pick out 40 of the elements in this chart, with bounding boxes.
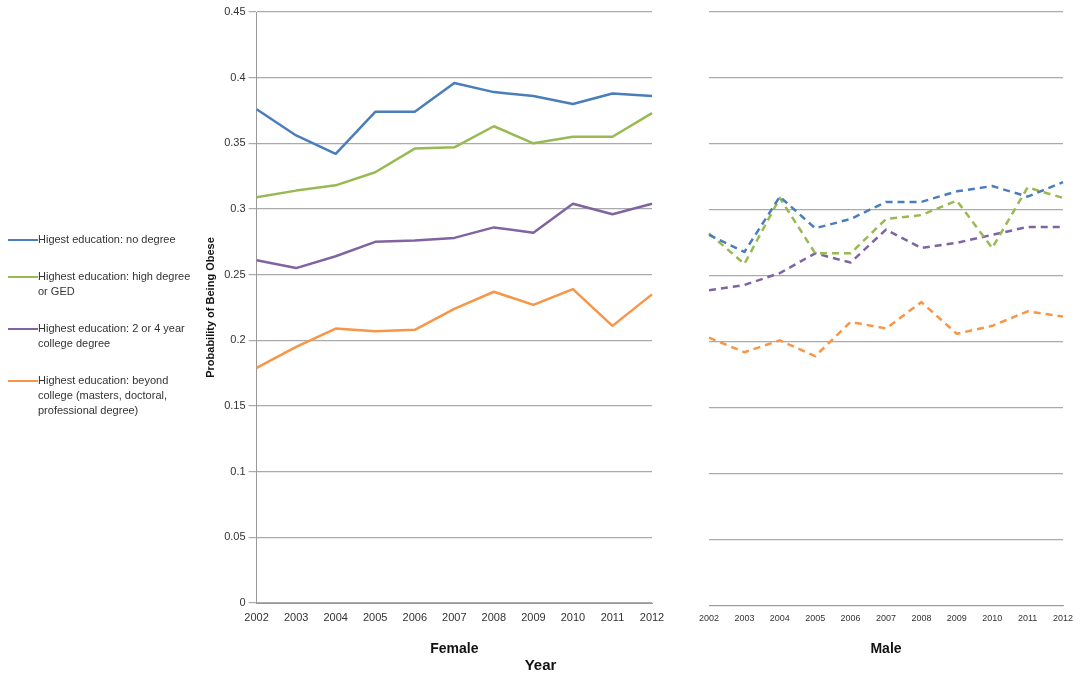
legend-label: Higest education: no degree xyxy=(38,232,176,247)
x-tick-label: 2011 xyxy=(600,610,625,623)
y-tick-label: 0.25 xyxy=(224,267,246,280)
y-tick-label: 0.35 xyxy=(224,136,246,149)
y-tick-label: 0.2 xyxy=(230,333,246,346)
x-tick-label: 2011 xyxy=(1017,613,1038,624)
x-tick-label: 2003 xyxy=(734,613,755,624)
y-tick-label: 0.45 xyxy=(224,5,246,18)
y-tick-label: 0.3 xyxy=(230,202,246,215)
x-tick-label: 2007 xyxy=(875,613,897,624)
y-tick-label: 0.05 xyxy=(224,530,246,543)
y-tick-label: 0.4 xyxy=(230,70,246,83)
text: Year xyxy=(523,656,558,673)
x-tick-label: 2012 xyxy=(639,610,665,623)
x-tick-label: 2003 xyxy=(283,610,309,623)
legend-label: Highest education: beyond college (masters, doctoral, professional degree) xyxy=(38,373,170,418)
x-tick-label: 2009 xyxy=(521,610,546,623)
x-tick-label: 2002 xyxy=(244,610,269,623)
x-tick-label: 2012 xyxy=(1052,613,1074,624)
x-tick-label: 2005 xyxy=(362,610,388,623)
y-tick-label: 0 xyxy=(239,596,246,609)
x-tick-label: 2010 xyxy=(982,613,1003,624)
x-tick-label: 2005 xyxy=(805,613,826,624)
x-tick-label: 2010 xyxy=(560,610,586,623)
x-tick-label: 2004 xyxy=(323,610,348,623)
x-tick-label: 2009 xyxy=(946,613,967,624)
x-tick-label: 2004 xyxy=(769,613,790,624)
x-tick-label: 2002 xyxy=(699,613,720,624)
x-axis-title: Female xyxy=(430,640,479,657)
y-tick-label: 0.1 xyxy=(230,464,246,477)
y-axis-title: Probability of Being Obese xyxy=(203,237,216,378)
x-tick-label: 2007 xyxy=(442,610,467,623)
y-tick-label: 0.15 xyxy=(224,399,246,412)
legend-label: Highest education: high degree or GED xyxy=(38,269,192,299)
x-tick-label: 2006 xyxy=(840,613,861,624)
legend-label: Highest education: 2 or 4 year college degree xyxy=(38,321,186,351)
x-axis-title: Male xyxy=(870,640,902,657)
x-tick-label: 2006 xyxy=(402,610,428,623)
x-tick-label: 2008 xyxy=(481,610,507,623)
x-tick-label: 2008 xyxy=(911,613,932,624)
